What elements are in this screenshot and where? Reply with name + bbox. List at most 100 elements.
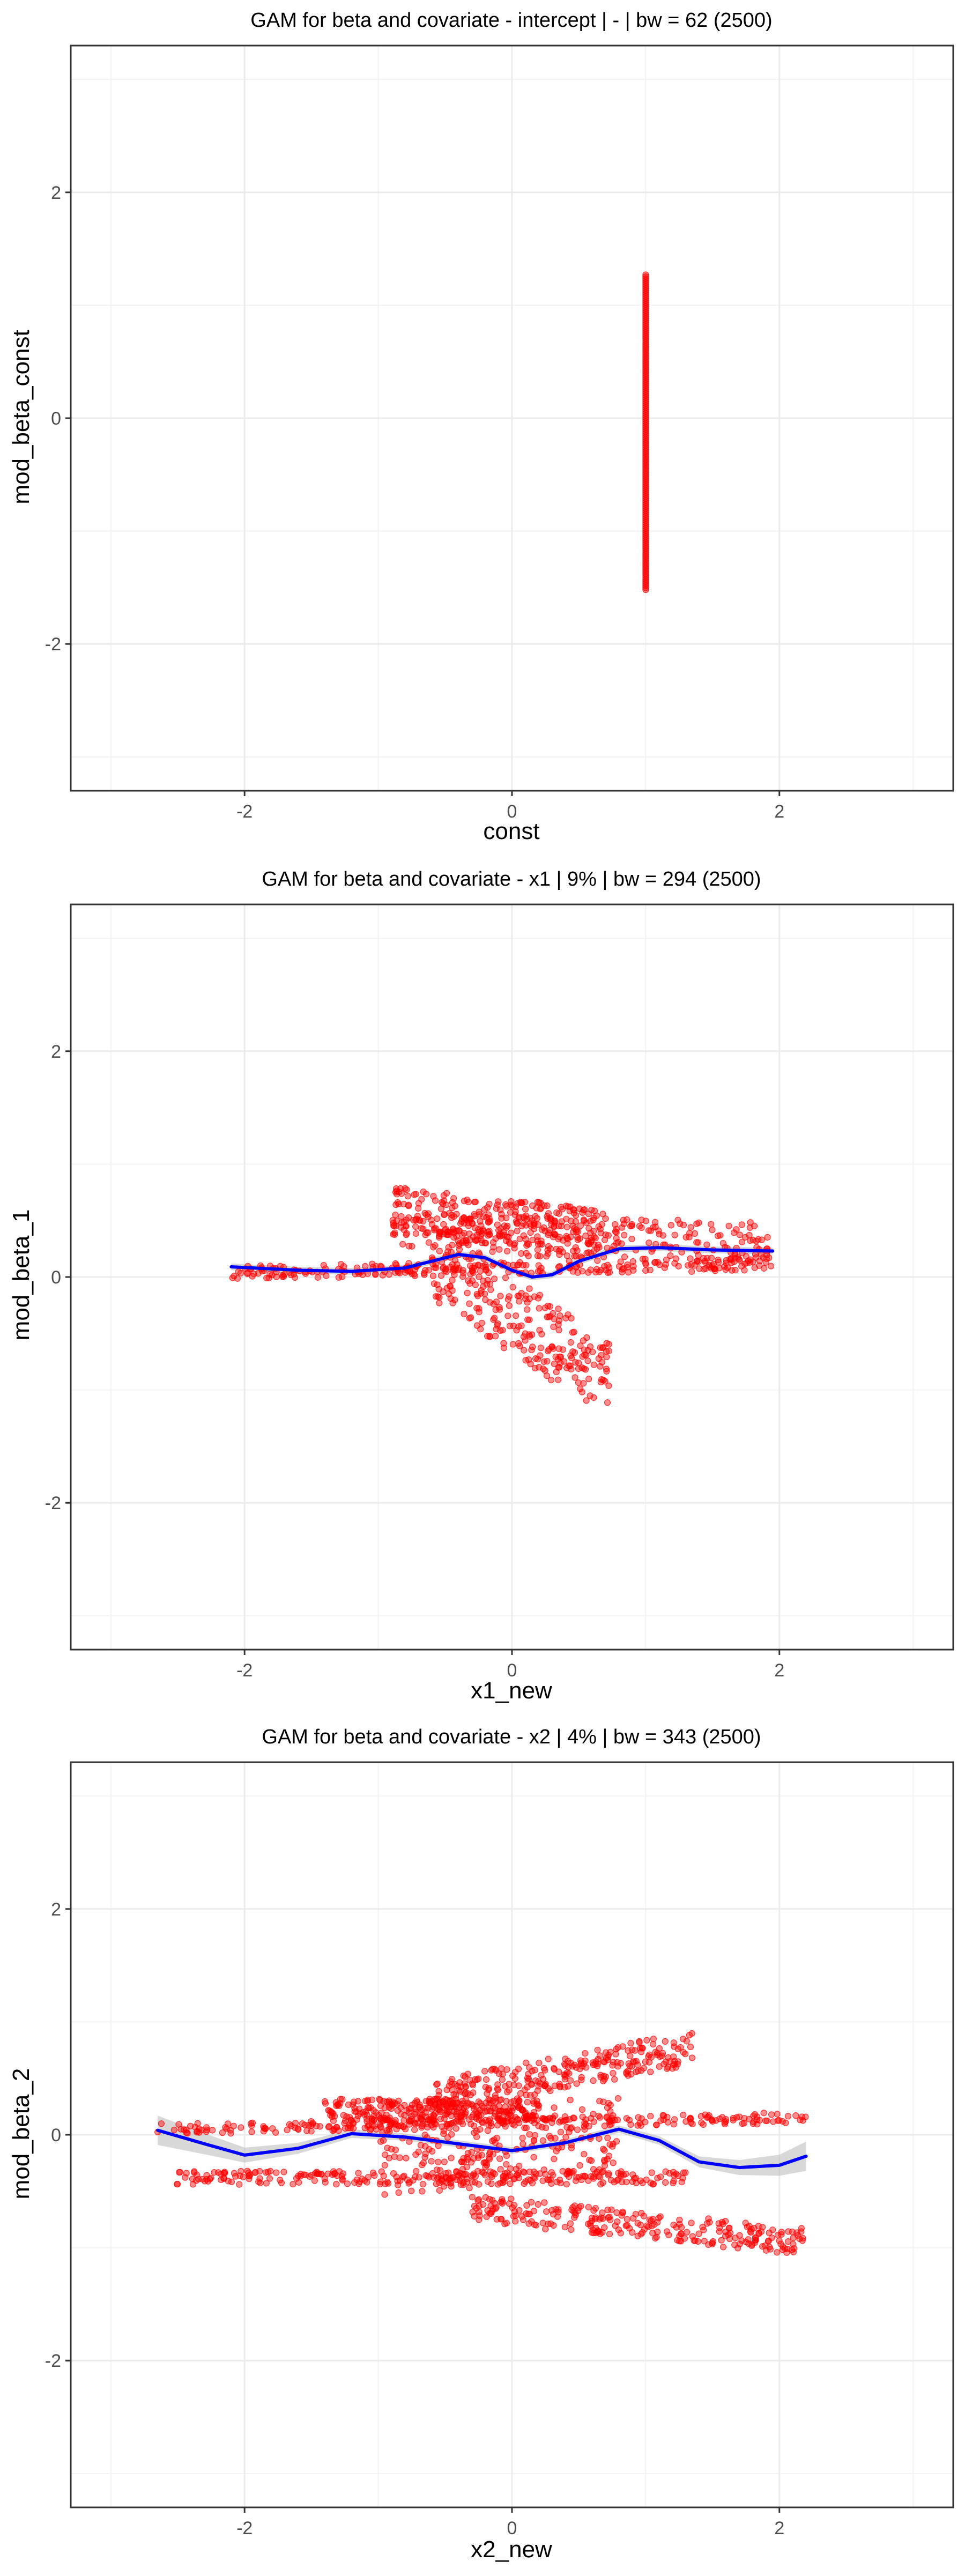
data-point <box>597 2181 604 2188</box>
data-point <box>428 1216 435 1223</box>
data-point <box>541 2199 548 2206</box>
data-point <box>534 1237 541 1244</box>
data-point <box>280 2169 287 2176</box>
data-point <box>551 2082 558 2089</box>
data-point <box>381 2162 388 2169</box>
data-point <box>510 1323 517 1330</box>
data-point <box>776 2237 783 2244</box>
data-point <box>587 1266 594 1273</box>
data-point <box>495 2115 502 2122</box>
data-point <box>451 1271 458 1278</box>
data-point <box>596 2135 603 2142</box>
data-point <box>544 1202 551 1209</box>
data-point <box>402 2126 409 2133</box>
plot-area: -2 0 2 -2 0 2 <box>45 44 954 822</box>
data-point <box>790 2248 797 2255</box>
data-point <box>539 2219 546 2226</box>
data-point <box>495 2103 502 2110</box>
data-point <box>449 1242 456 1249</box>
data-point <box>747 2229 754 2236</box>
data-point <box>476 1309 482 1316</box>
data-point <box>331 2125 338 2132</box>
data-point <box>577 1222 584 1229</box>
data-point <box>532 1355 539 1362</box>
data-point <box>503 2098 510 2105</box>
data-point <box>555 1345 562 1352</box>
data-point <box>535 2122 542 2129</box>
data-point <box>645 2223 652 2230</box>
data-point <box>441 2158 448 2165</box>
data-point <box>446 2082 452 2089</box>
data-point <box>292 2119 299 2127</box>
data-point <box>610 2159 617 2166</box>
data-point <box>597 1229 604 1236</box>
data-point <box>732 1267 739 1274</box>
data-point <box>593 2169 600 2176</box>
data-point <box>628 1235 635 1243</box>
y-tick-label: -2 <box>45 634 61 655</box>
data-point <box>412 1223 419 1230</box>
data-point <box>524 1316 531 1323</box>
data-point <box>733 2114 740 2121</box>
data-point <box>551 2104 558 2111</box>
data-point <box>576 1235 583 1242</box>
x-tick-label: 0 <box>507 801 517 822</box>
data-point <box>574 1247 581 1254</box>
data-point <box>590 2173 597 2180</box>
data-point <box>556 2177 563 2184</box>
data-point <box>758 1236 766 1243</box>
data-point <box>471 1199 478 1206</box>
data-point <box>530 2208 537 2215</box>
data-point <box>391 2153 398 2160</box>
data-point <box>479 2119 486 2126</box>
data-point <box>464 1289 471 1296</box>
data-point <box>431 1225 438 1232</box>
data-point <box>489 1248 496 1255</box>
data-point <box>469 2194 476 2201</box>
data-point <box>440 2127 447 2134</box>
data-point <box>432 1242 439 1249</box>
x-axis-label: x2_new <box>471 2536 552 2563</box>
data-point <box>377 2178 384 2185</box>
data-point <box>464 2099 471 2106</box>
data-point <box>798 2113 806 2120</box>
data-point <box>413 2167 420 2175</box>
data-point <box>537 1345 544 1352</box>
data-point <box>598 1221 605 1228</box>
data-point <box>670 2169 677 2176</box>
data-point <box>687 1255 694 1262</box>
data-point <box>520 1213 527 1220</box>
data-point <box>599 2215 606 2222</box>
data-point <box>384 2144 391 2151</box>
data-point <box>481 1206 488 1213</box>
data-point <box>483 1281 491 1288</box>
data-point <box>579 1268 586 1275</box>
data-point <box>581 2151 588 2158</box>
data-point <box>524 1299 531 1306</box>
data-point <box>691 1230 699 1237</box>
data-point <box>492 1333 499 1340</box>
data-point <box>578 2074 585 2081</box>
data-point <box>466 1230 473 1237</box>
data-point <box>585 1211 592 1218</box>
data-point <box>563 2069 571 2076</box>
data-point <box>559 1346 567 1353</box>
data-point <box>273 2169 280 2176</box>
data-point <box>493 1205 500 1212</box>
data-point <box>191 2168 198 2175</box>
data-point <box>667 1252 674 1259</box>
scatter-points <box>154 2030 809 2256</box>
data-point <box>385 1271 392 1278</box>
data-point <box>573 2080 580 2087</box>
data-point <box>503 2161 510 2168</box>
data-point <box>418 2115 425 2122</box>
data-point <box>605 2172 612 2179</box>
data-point <box>224 2120 232 2127</box>
data-point <box>412 2173 419 2180</box>
data-point <box>603 1365 610 1372</box>
data-point <box>689 2233 696 2240</box>
data-point <box>453 2169 460 2176</box>
data-point <box>533 1215 540 1222</box>
data-point <box>746 1231 753 1239</box>
data-point <box>502 1201 509 1208</box>
